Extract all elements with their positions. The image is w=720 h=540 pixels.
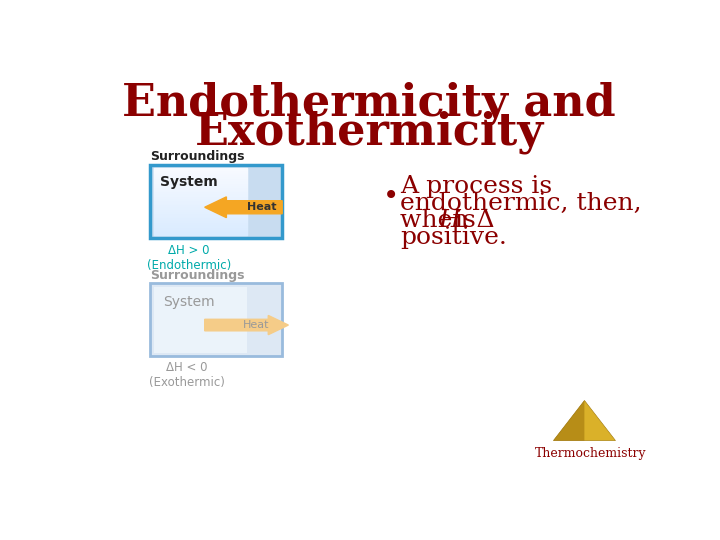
Text: ΔH > 0
(Endothermic): ΔH > 0 (Endothermic) xyxy=(147,244,231,272)
Text: Surroundings: Surroundings xyxy=(150,150,245,164)
Polygon shape xyxy=(585,401,616,441)
Text: endothermic, then,: endothermic, then, xyxy=(400,192,642,215)
Text: ΔH < 0
(Exothermic): ΔH < 0 (Exothermic) xyxy=(149,361,225,389)
FancyBboxPatch shape xyxy=(150,165,282,238)
Text: Surroundings: Surroundings xyxy=(150,269,245,282)
Text: Heat: Heat xyxy=(247,202,276,212)
FancyArrow shape xyxy=(204,197,282,218)
Text: is: is xyxy=(447,209,476,232)
Text: when Δ: when Δ xyxy=(400,209,495,232)
Polygon shape xyxy=(554,401,585,441)
Text: •: • xyxy=(383,184,399,211)
FancyArrow shape xyxy=(204,315,289,335)
Text: System: System xyxy=(161,175,218,189)
FancyBboxPatch shape xyxy=(153,168,246,235)
FancyBboxPatch shape xyxy=(150,284,282,356)
Polygon shape xyxy=(554,401,616,441)
Text: Thermochemistry: Thermochemistry xyxy=(535,447,647,460)
Text: positive.: positive. xyxy=(400,226,507,249)
Text: Heat: Heat xyxy=(243,320,270,330)
Text: Exothermicity: Exothermicity xyxy=(194,111,544,154)
FancyBboxPatch shape xyxy=(153,287,246,353)
Text: System: System xyxy=(163,295,215,309)
Text: A process is: A process is xyxy=(400,175,552,198)
Text: Endothermicity and: Endothermicity and xyxy=(122,82,616,125)
Text: H: H xyxy=(438,209,460,232)
